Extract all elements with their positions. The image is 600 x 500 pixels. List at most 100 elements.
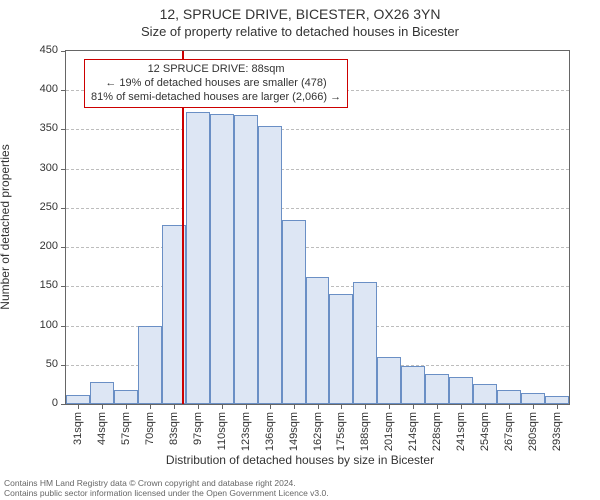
xtick-label: 280sqm: [527, 412, 539, 451]
plot-area: 31sqm44sqm57sqm70sqm83sqm97sqm110sqm123s…: [65, 50, 570, 405]
histogram-bar: [545, 396, 569, 404]
xtick-mark: [246, 404, 247, 409]
gridline: [66, 169, 569, 170]
xtick-label: 201sqm: [383, 412, 395, 451]
xtick-mark: [389, 404, 390, 409]
xtick-label: 31sqm: [72, 412, 84, 445]
xtick-mark: [102, 404, 103, 409]
xtick-label: 110sqm: [216, 412, 228, 450]
histogram-bar: [186, 112, 210, 404]
ytick-mark: [61, 404, 66, 405]
histogram-bar: [114, 390, 138, 404]
xtick-label: 162sqm: [312, 412, 324, 451]
anno-line1: 12 SPRUCE DRIVE: 88sqm: [91, 63, 341, 77]
xtick-mark: [174, 404, 175, 409]
histogram-bar: [306, 277, 330, 404]
xtick-mark: [533, 404, 534, 409]
ytick-label: 100: [18, 319, 58, 331]
ytick-mark: [61, 326, 66, 327]
ytick-mark: [61, 51, 66, 52]
histogram-bar: [353, 282, 377, 404]
xtick-mark: [485, 404, 486, 409]
histogram-bar: [210, 114, 234, 404]
xtick-mark: [509, 404, 510, 409]
histogram-bar: [401, 366, 425, 404]
ytick-label: 450: [18, 44, 58, 56]
ytick-label: 250: [18, 201, 58, 213]
chart-container: 12, SPRUCE DRIVE, BICESTER, OX26 3YN Siz…: [0, 0, 600, 500]
xtick-label: 254sqm: [479, 412, 491, 451]
xtick-label: 83sqm: [168, 412, 180, 445]
ytick-label: 300: [18, 162, 58, 174]
xtick-label: 241sqm: [455, 412, 467, 451]
subtitle: Size of property relative to detached ho…: [0, 22, 600, 39]
xtick-label: 214sqm: [407, 412, 419, 451]
xtick-label: 97sqm: [192, 412, 204, 445]
ytick-label: 350: [18, 122, 58, 134]
gridline: [66, 129, 569, 130]
histogram-bar: [138, 326, 162, 404]
gridline: [66, 247, 569, 248]
xtick-mark: [270, 404, 271, 409]
xtick-mark: [126, 404, 127, 409]
ytick-mark: [61, 365, 66, 366]
histogram-bar: [282, 220, 306, 404]
xtick-mark: [222, 404, 223, 409]
histogram-bar: [377, 357, 401, 404]
chart-area: 31sqm44sqm57sqm70sqm83sqm97sqm110sqm123s…: [65, 50, 570, 405]
footer-line2: Contains public sector information licen…: [4, 488, 329, 498]
xtick-label: 70sqm: [144, 412, 156, 445]
xtick-mark: [341, 404, 342, 409]
histogram-bar: [66, 395, 90, 404]
ytick-mark: [61, 286, 66, 287]
ytick-label: 50: [18, 358, 58, 370]
ytick-label: 200: [18, 240, 58, 252]
xtick-mark: [198, 404, 199, 409]
annotation-box: 12 SPRUCE DRIVE: 88sqm← 19% of detached …: [84, 59, 348, 108]
xtick-label: 293sqm: [551, 412, 563, 451]
ytick-mark: [61, 90, 66, 91]
xtick-label: 57sqm: [120, 412, 132, 445]
histogram-bar: [473, 384, 497, 404]
address-title: 12, SPRUCE DRIVE, BICESTER, OX26 3YN: [0, 0, 600, 22]
xtick-mark: [78, 404, 79, 409]
ytick-mark: [61, 247, 66, 248]
xtick-mark: [294, 404, 295, 409]
x-axis-label: Distribution of detached houses by size …: [0, 453, 600, 467]
xtick-label: 136sqm: [264, 412, 276, 451]
xtick-mark: [150, 404, 151, 409]
anno-line2: ← 19% of detached houses are smaller (47…: [91, 77, 341, 91]
histogram-bar: [497, 390, 521, 404]
ytick-label: 0: [18, 397, 58, 409]
xtick-label: 175sqm: [335, 412, 347, 451]
xtick-mark: [437, 404, 438, 409]
xtick-mark: [365, 404, 366, 409]
ytick-label: 150: [18, 279, 58, 291]
xtick-label: 267sqm: [503, 412, 515, 451]
ytick-mark: [61, 208, 66, 209]
histogram-bar: [425, 374, 449, 404]
xtick-label: 149sqm: [288, 412, 300, 451]
histogram-bar: [258, 126, 282, 404]
xtick-label: 44sqm: [96, 412, 108, 445]
xtick-mark: [461, 404, 462, 409]
xtick-mark: [557, 404, 558, 409]
anno-line3: 81% of semi-detached houses are larger (…: [91, 91, 341, 105]
ytick-mark: [61, 129, 66, 130]
histogram-bar: [449, 377, 473, 404]
xtick-mark: [413, 404, 414, 409]
ytick-mark: [61, 169, 66, 170]
histogram-bar: [90, 382, 114, 404]
histogram-bar: [521, 393, 545, 404]
histogram-bar: [234, 115, 258, 404]
footer-credits: Contains HM Land Registry data © Crown c…: [4, 478, 329, 498]
xtick-label: 123sqm: [240, 412, 252, 451]
xtick-label: 188sqm: [359, 412, 371, 451]
footer-line1: Contains HM Land Registry data © Crown c…: [4, 478, 329, 488]
y-axis-label: Number of detached properties: [0, 144, 12, 309]
histogram-bar: [329, 294, 353, 404]
xtick-mark: [318, 404, 319, 409]
gridline: [66, 208, 569, 209]
xtick-label: 228sqm: [431, 412, 443, 451]
ytick-label: 400: [18, 83, 58, 95]
